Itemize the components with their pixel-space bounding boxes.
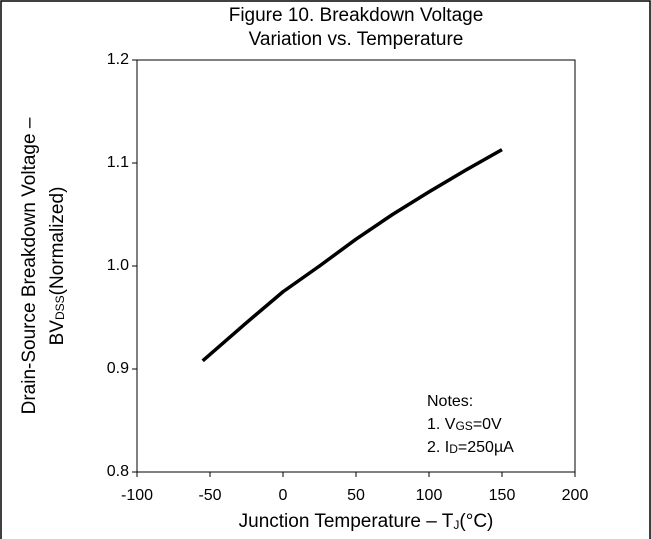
x-tick-label: 100	[416, 487, 443, 504]
note-part: 1. V	[427, 416, 456, 433]
x-tick-label: 200	[562, 487, 589, 504]
x-tick-label: -100	[121, 487, 153, 504]
x-axis-label: Junction Temperature – TJ(°C)	[239, 511, 494, 532]
y-label-part: (Normalized)	[47, 187, 68, 296]
x-label-part: (°C)	[459, 511, 493, 532]
line	[201, 148, 503, 363]
x-tick-label: 50	[347, 487, 365, 504]
note: 2. ID=250µA	[427, 439, 514, 456]
note-sub: D	[449, 442, 458, 456]
note: 1. VGS=0V	[427, 416, 502, 433]
chart-title: Figure 10. Breakdown Voltage	[229, 5, 484, 26]
notes-heading: Notes:	[427, 393, 473, 410]
y-label-part: BV	[47, 320, 68, 346]
x-tick-label: 0	[279, 487, 288, 504]
note-part: =0V	[473, 416, 502, 433]
chart-title: Variation vs. Temperature	[249, 29, 464, 50]
y-tick-label: 0.9	[107, 360, 129, 377]
y-label-sub: DSS	[53, 295, 67, 320]
y-label-line: Drain-Source Breakdown Voltage –	[19, 117, 40, 414]
plot-area	[136, 59, 576, 473]
y-axis-label: Drain-Source Breakdown Voltage – BVDSS(N…	[19, 117, 68, 414]
x-tick-label: 150	[489, 487, 516, 504]
x-label-part: Junction Temperature – T	[239, 511, 454, 532]
note-sub: GS	[455, 419, 472, 433]
y-tick-label: 1.2	[107, 51, 129, 68]
note-part: 2. I	[427, 439, 449, 456]
y-tick-label: 1.1	[107, 154, 129, 171]
note-part: =250µA	[458, 439, 514, 456]
x-label-sub: J	[453, 518, 459, 532]
x-tick-label: -50	[198, 487, 221, 504]
y-tick-label: 0.8	[107, 463, 129, 480]
y-label-line: BVDSS(Normalized)	[47, 187, 68, 346]
y-tick-label: 1.0	[107, 257, 129, 274]
